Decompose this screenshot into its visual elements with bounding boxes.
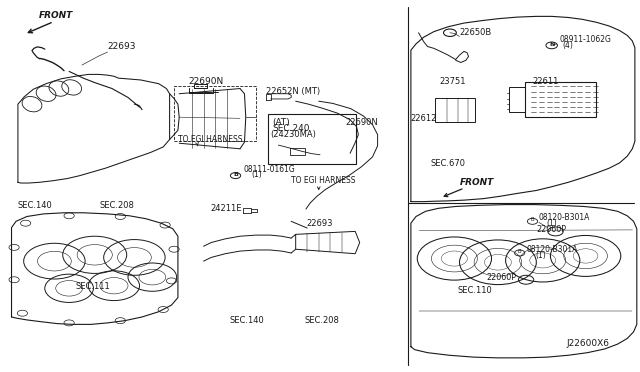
Bar [174,86,256,141]
Text: TO EGI HARNESS: TO EGI HARNESS [178,135,243,144]
Bar [525,82,596,117]
Text: 22060P: 22060P [486,273,516,282]
Text: 24211E: 24211E [210,204,241,213]
Text: J22600X6: J22600X6 [566,339,609,348]
Text: 22693: 22693 [108,42,136,51]
Bar [509,87,525,112]
Text: (1): (1) [251,170,262,179]
Bar [268,114,356,164]
Text: B: B [531,218,534,222]
Text: B: B [518,249,522,254]
Text: 22652N (MT): 22652N (MT) [266,87,320,96]
Text: SEC.240: SEC.240 [273,124,310,132]
Bar [435,98,475,122]
Text: 22690N: 22690N [189,77,224,86]
Text: B: B [233,172,238,177]
Text: 08111-0161G: 08111-0161G [243,165,295,174]
Text: 08120-B301A: 08120-B301A [539,214,590,222]
Text: SEC.208: SEC.208 [99,201,134,210]
Text: SEC.208: SEC.208 [305,316,339,325]
Text: (AT): (AT) [273,118,291,127]
Text: 22060P: 22060P [536,225,566,234]
Text: SEC.670: SEC.670 [430,159,465,168]
Text: (4): (4) [562,41,573,50]
Text: 22650B: 22650B [460,28,492,37]
Text: (1): (1) [547,219,557,228]
Text: SEC.140: SEC.140 [229,316,264,325]
Text: 08120-B301A: 08120-B301A [526,245,577,254]
Text: FRONT: FRONT [460,179,494,187]
Text: 22611: 22611 [532,77,559,86]
Text: SEC.140: SEC.140 [18,201,52,210]
Text: TO EGI HARNESS: TO EGI HARNESS [291,176,356,185]
Text: 23751: 23751 [439,77,465,86]
Text: 22690N: 22690N [346,118,378,127]
Text: SEC.110: SEC.110 [458,286,492,295]
Text: FRONT: FRONT [38,12,73,20]
Text: SEC.111: SEC.111 [76,282,110,291]
Text: 22612: 22612 [411,114,437,123]
Text: 08911-1062G: 08911-1062G [559,35,611,44]
Text: (24230MA): (24230MA) [271,130,317,139]
Text: (1): (1) [535,251,546,260]
Text: N: N [550,42,555,46]
Text: 22693: 22693 [306,219,332,228]
